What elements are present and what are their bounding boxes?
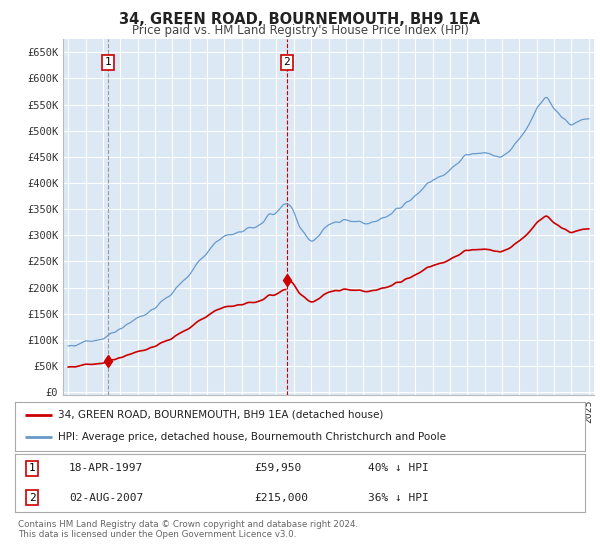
Text: 18-APR-1997: 18-APR-1997 xyxy=(69,463,143,473)
Text: 2: 2 xyxy=(29,493,35,503)
Text: HPI: Average price, detached house, Bournemouth Christchurch and Poole: HPI: Average price, detached house, Bour… xyxy=(58,432,446,442)
Text: 40% ↓ HPI: 40% ↓ HPI xyxy=(368,463,429,473)
Text: 02-AUG-2007: 02-AUG-2007 xyxy=(69,493,143,503)
Text: 2: 2 xyxy=(283,57,290,67)
Text: 34, GREEN ROAD, BOURNEMOUTH, BH9 1EA: 34, GREEN ROAD, BOURNEMOUTH, BH9 1EA xyxy=(119,12,481,27)
Text: Price paid vs. HM Land Registry's House Price Index (HPI): Price paid vs. HM Land Registry's House … xyxy=(131,24,469,37)
Text: 34, GREEN ROAD, BOURNEMOUTH, BH9 1EA (detached house): 34, GREEN ROAD, BOURNEMOUTH, BH9 1EA (de… xyxy=(58,410,383,420)
Text: Contains HM Land Registry data © Crown copyright and database right 2024.
This d: Contains HM Land Registry data © Crown c… xyxy=(18,520,358,539)
Text: 36% ↓ HPI: 36% ↓ HPI xyxy=(368,493,429,503)
Text: £59,950: £59,950 xyxy=(254,463,302,473)
Text: 1: 1 xyxy=(105,57,112,67)
Text: 1: 1 xyxy=(29,463,35,473)
Text: £215,000: £215,000 xyxy=(254,493,308,503)
